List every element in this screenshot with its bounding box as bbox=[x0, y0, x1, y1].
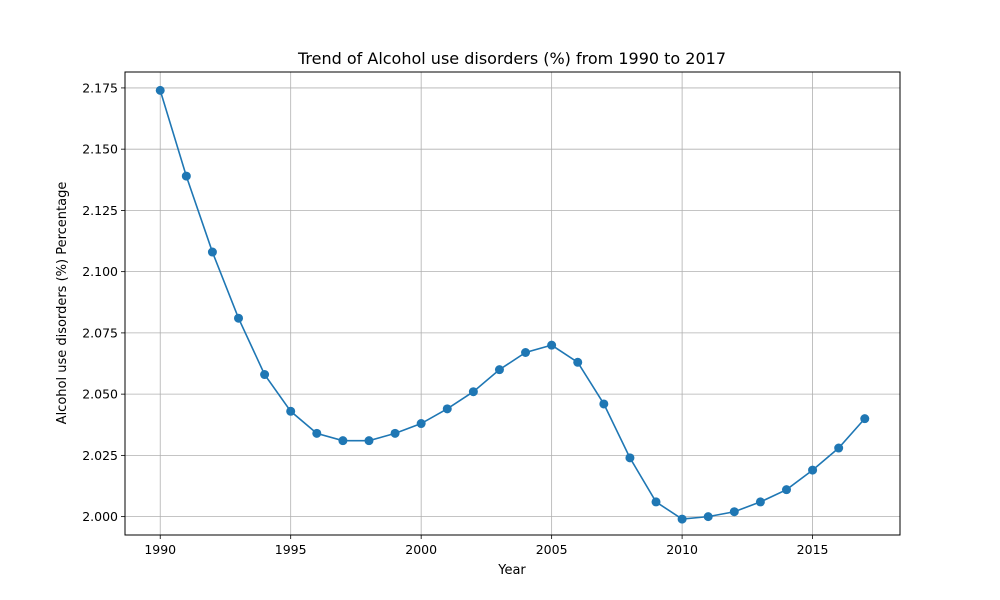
x-tick-label: 2005 bbox=[536, 542, 568, 557]
data-point bbox=[521, 347, 531, 357]
x-tick-label: 1995 bbox=[275, 542, 307, 557]
data-point bbox=[494, 365, 504, 375]
data-point bbox=[755, 497, 765, 507]
grid-lines bbox=[125, 72, 900, 535]
y-tick-label: 2.100 bbox=[82, 264, 118, 279]
y-tick-label: 2.075 bbox=[82, 325, 118, 340]
data-point bbox=[677, 514, 687, 524]
y-tick-label: 2.050 bbox=[82, 387, 118, 402]
data-point bbox=[860, 414, 870, 424]
x-tick-label: 1990 bbox=[144, 542, 176, 557]
data-point bbox=[181, 171, 191, 181]
x-tick-label: 2000 bbox=[405, 542, 437, 557]
data-point bbox=[599, 399, 609, 409]
data-point bbox=[286, 406, 296, 416]
data-point bbox=[834, 443, 844, 453]
y-tick-label: 2.125 bbox=[82, 203, 118, 218]
y-tick-label: 2.025 bbox=[82, 448, 118, 463]
data-point bbox=[703, 512, 713, 522]
data-point bbox=[442, 404, 452, 414]
x-tick-label: 2015 bbox=[797, 542, 829, 557]
data-point bbox=[155, 85, 165, 95]
data-point bbox=[416, 419, 426, 429]
series-line bbox=[159, 90, 866, 520]
data-point bbox=[625, 453, 635, 463]
data-point bbox=[338, 436, 348, 446]
data-point bbox=[390, 428, 400, 438]
data-point bbox=[573, 357, 583, 367]
x-axis-label: Year bbox=[497, 563, 526, 578]
data-point bbox=[781, 485, 791, 495]
y-axis-ticks: 2.000 2.025 2.050 2.075 2.100 2.125 2.150 2.175 bbox=[82, 80, 125, 524]
y-axis-label: Alcohol use disorders (%) Percentage bbox=[55, 182, 70, 425]
plot-frame bbox=[124, 71, 901, 536]
x-tick-label: 2010 bbox=[666, 542, 698, 557]
series-layer bbox=[155, 85, 870, 524]
data-point bbox=[234, 313, 244, 323]
y-tick-label: 2.150 bbox=[82, 142, 118, 157]
data-point bbox=[207, 247, 217, 257]
x-axis-ticks: 1990 1995 2000 2005 2010 2015 bbox=[144, 535, 828, 557]
data-point bbox=[547, 340, 557, 350]
data-point bbox=[364, 436, 374, 446]
chart-title: Trend of Alcohol use disorders (%) from … bbox=[297, 49, 726, 68]
y-tick-label: 2.000 bbox=[82, 509, 118, 524]
data-point bbox=[312, 428, 322, 438]
data-point bbox=[468, 387, 478, 397]
y-tick-label: 2.175 bbox=[82, 80, 118, 95]
data-point bbox=[651, 497, 661, 507]
data-point bbox=[808, 465, 818, 475]
data-point bbox=[260, 370, 270, 380]
data-point bbox=[729, 507, 739, 517]
